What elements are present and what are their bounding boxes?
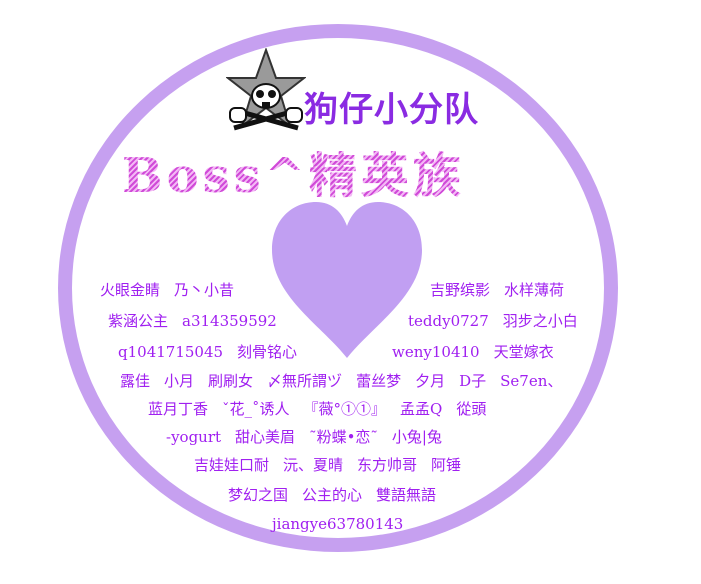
member-name: teddy0727 (408, 312, 489, 330)
member-name: jiangye63780143 (272, 515, 404, 533)
member-name: 乃丶小昔 (174, 281, 235, 299)
member-name: 孟孟Q (400, 400, 443, 418)
member-name: ˇ花_˚诱人 (222, 400, 290, 418)
member-name: 羽步之小白 (502, 312, 578, 330)
member-name: 吉娃娃口耐 (194, 456, 270, 474)
member-name: weny10410 (392, 343, 480, 361)
name-row: teddy0727 羽步之小白 (408, 311, 578, 331)
member-name: q1041715045 (118, 343, 224, 361)
member-name: a314359592 (182, 312, 277, 330)
title-boss: Boss^精英族 (122, 148, 465, 204)
member-name: 夕月 (415, 372, 446, 390)
name-row: 吉野缤影 水样薄荷 (430, 280, 564, 300)
name-row: q1041715045 刻骨铭心 (118, 342, 297, 362)
member-name: 阿锤 (431, 456, 462, 474)
member-name: 东方帅哥 (357, 456, 418, 474)
name-row: 梦幻之国 公主的心 雙語無語 (228, 485, 436, 505)
member-name: 吉野缤影 (430, 281, 491, 299)
member-name: 從頭 (456, 400, 487, 418)
name-row: 紫涵公主 a314359592 (108, 311, 277, 331)
member-name: 小兔|兔 (391, 428, 442, 446)
member-name: 『薇°①①』 (303, 400, 387, 418)
member-name: D子 (459, 372, 487, 390)
name-row: 露佳 小月 刷刷女 〆無所謂ヅ 蕾丝梦 夕月 D子 Se7en、 (120, 371, 562, 391)
member-name: 火眼金睛 (100, 281, 161, 299)
member-name: 小月 (164, 372, 195, 390)
member-name: 沅、夏晴 (283, 456, 344, 474)
member-name: ˜粉蝶•恋˜ (309, 428, 378, 446)
member-name: 雙語無語 (376, 486, 437, 504)
name-row: 蓝月丁香 ˇ花_˚诱人 『薇°①①』 孟孟Q 從頭 (148, 399, 486, 419)
member-name: 梦幻之国 (228, 486, 289, 504)
member-name: 蕾丝梦 (356, 372, 402, 390)
member-name: 蓝月丁香 (148, 400, 209, 418)
member-name: 刷刷女 (208, 372, 254, 390)
member-name: 公主的心 (302, 486, 363, 504)
member-name: Se7en、 (500, 372, 563, 390)
member-name: 天堂嫁衣 (493, 343, 554, 361)
member-name: 紫涵公主 (108, 312, 169, 330)
name-row: 火眼金睛 乃丶小昔 (100, 280, 234, 300)
name-row: weny10410 天堂嫁衣 (392, 342, 554, 362)
skull-star-icon (226, 48, 306, 131)
member-name: -yogurt (166, 428, 222, 446)
title-chinese: 狗仔小分队 (304, 90, 479, 130)
member-name: 水样薄荷 (504, 281, 565, 299)
heart-icon (272, 202, 422, 358)
name-row: 吉娃娃口耐 沅、夏晴 东方帅哥 阿锤 (194, 455, 461, 475)
member-name: 露佳 (120, 372, 151, 390)
name-row: jiangye63780143 (272, 514, 403, 534)
member-name: 〆無所謂ヅ (267, 372, 343, 390)
member-name: 刻骨铭心 (237, 343, 298, 361)
member-name: 甜心美眉 (235, 428, 296, 446)
name-row: -yogurt 甜心美眉 ˜粉蝶•恋˜ 小兔|兔 (166, 427, 442, 447)
